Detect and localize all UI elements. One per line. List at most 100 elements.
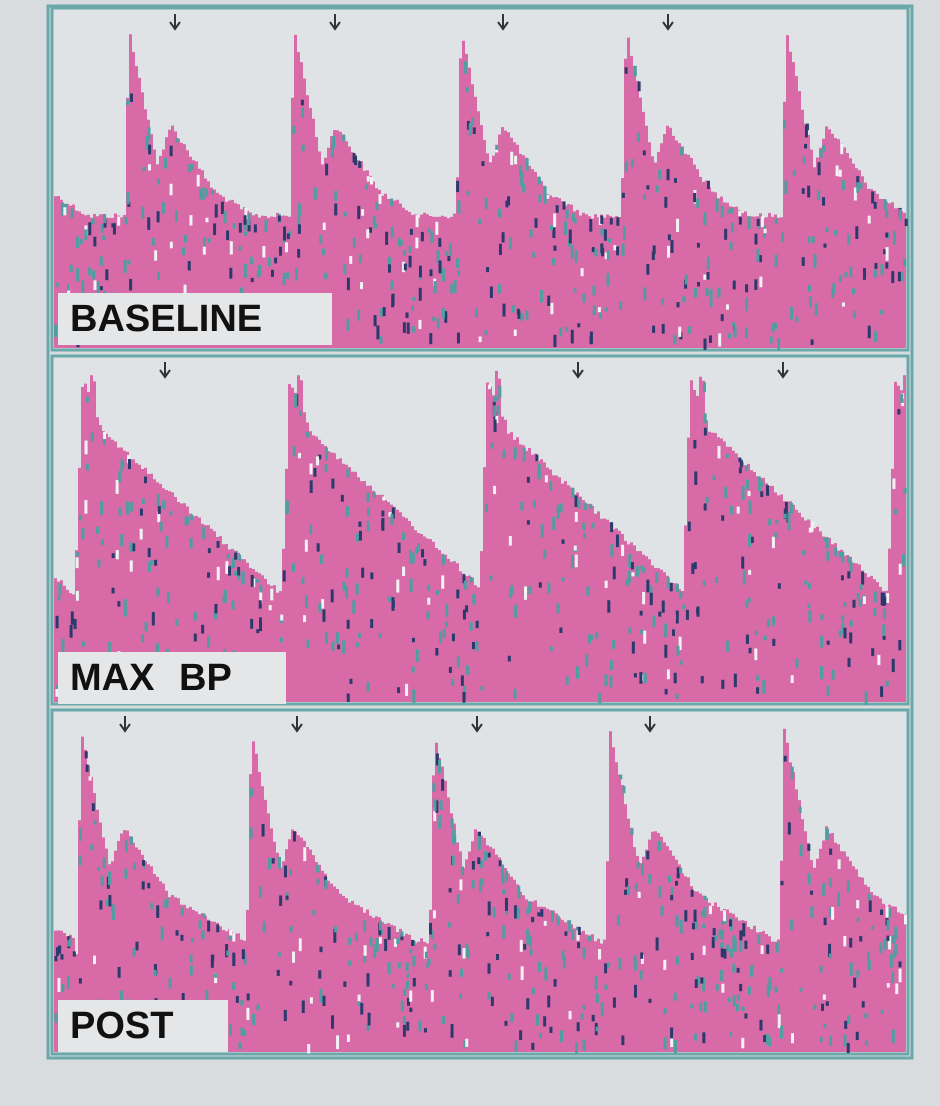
speckle [130,837,133,845]
speckle [788,822,791,834]
speckle [475,308,478,317]
speckle [130,502,133,511]
speckle [859,599,862,606]
speckle [390,514,393,525]
speckle [400,240,403,246]
speckle [836,165,839,176]
speckle [305,540,308,552]
speckle [463,610,466,620]
speckle [748,491,751,496]
speckle [562,539,565,543]
speckle [360,282,363,289]
speckle [457,894,460,903]
speckle [585,654,588,666]
speckle [777,1005,780,1014]
speckle [349,679,352,684]
speckle [829,849,832,855]
speckle [658,843,661,851]
speckle [358,1002,361,1006]
speckle [717,446,720,459]
speckle [203,914,206,919]
speckle [396,580,399,593]
speckle [710,301,713,307]
speckle [592,286,595,296]
speckle [857,918,860,922]
speckle [557,603,560,613]
speckle [839,170,842,177]
speckle [694,288,697,298]
speckle [702,924,705,928]
speckle [239,246,242,250]
speckle [539,1033,542,1038]
speckle [520,940,523,952]
speckle [390,199,393,207]
speckle [566,210,569,219]
speckle [748,534,751,547]
speckle [271,270,274,277]
speckle [297,213,300,224]
speckle [623,226,626,240]
speckle [181,907,184,915]
speckle [659,886,662,897]
speckle [590,332,593,345]
speckle [676,610,679,623]
speckle [472,642,475,649]
panel-label: POST [70,1005,173,1047]
speckle [307,639,310,647]
speckle [58,583,61,595]
speckle [124,869,127,879]
speckle [346,568,349,577]
speckle [510,1013,513,1022]
speckle [621,1035,624,1045]
speckle [674,1040,677,1054]
speckle [403,989,406,996]
speckle [54,1013,57,1022]
speckle [701,676,704,683]
speckle [376,326,379,340]
speckle [359,254,362,263]
speckle [430,231,433,243]
speckle [472,594,475,605]
speckle [459,879,462,890]
speckle [808,583,811,589]
speckle [874,270,877,278]
speckle [347,694,350,702]
speckle [840,144,843,155]
speckle [55,689,58,697]
speckle [205,189,208,197]
speckle [175,619,178,626]
speckle [334,204,337,216]
speckle [293,446,296,456]
speckle [301,100,304,106]
speckle [278,952,281,956]
speckle [618,958,621,970]
speckle [112,906,115,920]
speckle [808,285,811,291]
speckle [112,588,115,594]
speckle [696,199,699,208]
speckle [517,886,520,899]
speckle [820,636,823,648]
speckle [445,622,448,627]
speckle [79,828,82,841]
speckle [517,309,520,315]
speckle [749,648,752,653]
speckle [825,227,828,232]
speckle [674,993,677,1001]
speckle [230,241,233,254]
speckle [670,240,673,253]
speckle [638,892,641,898]
speckle [132,543,135,551]
speckle [834,547,837,556]
speckle [403,322,406,333]
speckle [254,224,257,232]
speckle [667,577,670,589]
speckle [205,218,208,223]
speckle [598,693,601,704]
speckle [293,831,296,841]
speckle [891,972,894,983]
speckle [289,926,292,932]
speckle [303,847,306,861]
speckle [278,216,281,222]
speckle [302,144,305,151]
